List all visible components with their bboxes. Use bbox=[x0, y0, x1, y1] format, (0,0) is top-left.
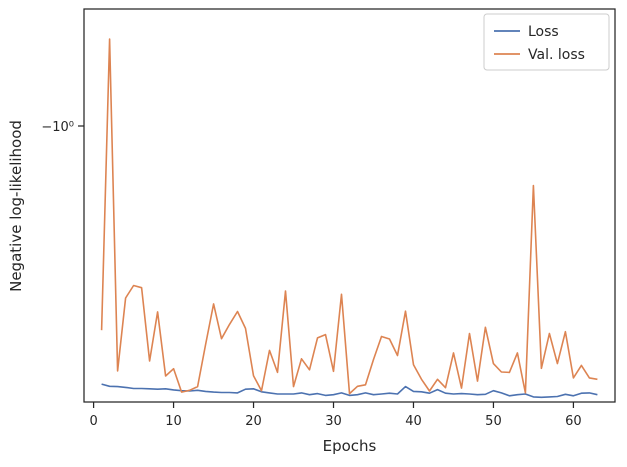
legend-box bbox=[483, 13, 610, 71]
series-layer bbox=[100, 38, 598, 399]
y-axis: −10⁰ bbox=[41, 120, 84, 135]
x-tick-label: 40 bbox=[405, 414, 422, 429]
legend-label: Val. loss bbox=[528, 47, 585, 63]
x-tick-label: 10 bbox=[165, 414, 182, 429]
x-tick-label: 60 bbox=[565, 414, 582, 429]
plot-area bbox=[84, 9, 615, 402]
legend-label: Loss bbox=[528, 24, 559, 40]
x-tick-label: 30 bbox=[325, 414, 342, 429]
x-tick-label: 50 bbox=[485, 414, 502, 429]
x-tick-label: 20 bbox=[245, 414, 262, 429]
x-axis: 0 10 20 30 40 50 60 bbox=[89, 402, 582, 429]
legend[interactable]: Loss Val. loss bbox=[483, 13, 610, 71]
y-axis-label: Negative log-likelihood bbox=[7, 120, 25, 292]
x-axis-label: Epochs bbox=[323, 437, 377, 455]
y-tick-label: −10⁰ bbox=[41, 120, 74, 135]
series-line-val-loss bbox=[100, 38, 598, 395]
plot-frame bbox=[83, 8, 616, 403]
x-tick-label: 0 bbox=[89, 414, 97, 429]
